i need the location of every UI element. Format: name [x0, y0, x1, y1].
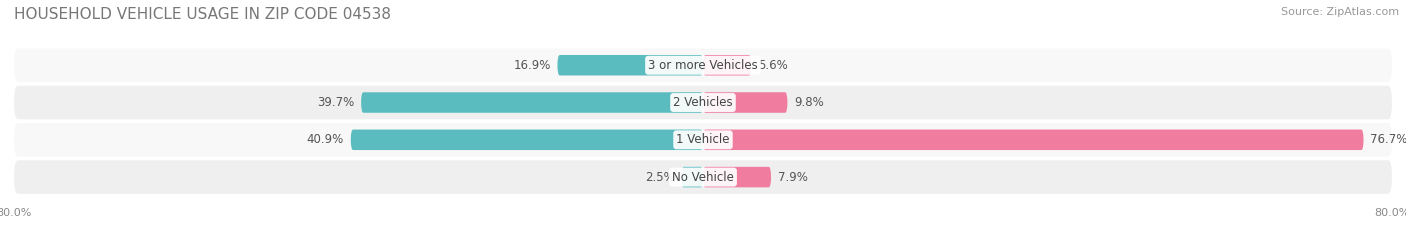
FancyBboxPatch shape: [703, 55, 751, 75]
FancyBboxPatch shape: [361, 92, 703, 113]
Text: 3 or more Vehicles: 3 or more Vehicles: [648, 59, 758, 72]
Text: 5.6%: 5.6%: [758, 59, 787, 72]
FancyBboxPatch shape: [350, 130, 703, 150]
FancyBboxPatch shape: [557, 55, 703, 75]
FancyBboxPatch shape: [703, 92, 787, 113]
Text: 39.7%: 39.7%: [316, 96, 354, 109]
Text: 9.8%: 9.8%: [794, 96, 824, 109]
FancyBboxPatch shape: [682, 167, 703, 187]
FancyBboxPatch shape: [14, 123, 1392, 157]
Text: 7.9%: 7.9%: [778, 171, 808, 184]
Text: HOUSEHOLD VEHICLE USAGE IN ZIP CODE 04538: HOUSEHOLD VEHICLE USAGE IN ZIP CODE 0453…: [14, 7, 391, 22]
FancyBboxPatch shape: [14, 86, 1392, 119]
Text: 1 Vehicle: 1 Vehicle: [676, 133, 730, 146]
Text: 76.7%: 76.7%: [1371, 133, 1406, 146]
Text: 2.5%: 2.5%: [645, 171, 675, 184]
FancyBboxPatch shape: [14, 48, 1392, 82]
Text: Source: ZipAtlas.com: Source: ZipAtlas.com: [1281, 7, 1399, 17]
FancyBboxPatch shape: [703, 167, 770, 187]
Text: 2 Vehicles: 2 Vehicles: [673, 96, 733, 109]
Text: 16.9%: 16.9%: [513, 59, 551, 72]
Text: 40.9%: 40.9%: [307, 133, 344, 146]
FancyBboxPatch shape: [703, 130, 1364, 150]
FancyBboxPatch shape: [14, 160, 1392, 194]
Text: No Vehicle: No Vehicle: [672, 171, 734, 184]
